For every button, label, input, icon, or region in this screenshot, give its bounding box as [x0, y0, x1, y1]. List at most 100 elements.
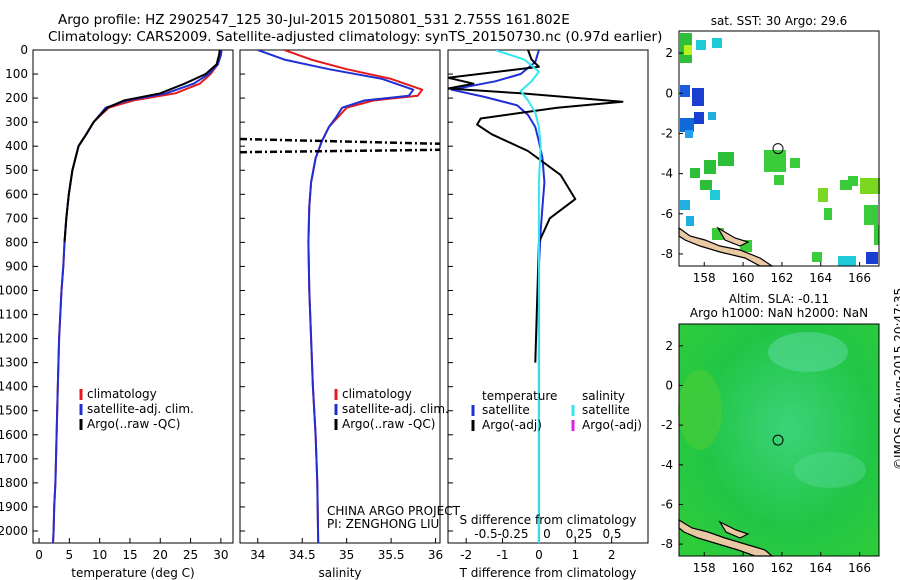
- sst-ytick-label: -6: [661, 207, 673, 221]
- sst-pixel: [864, 205, 878, 225]
- sla-anomaly: [794, 452, 866, 488]
- depth-tick-label: 400: [5, 139, 28, 153]
- salinity-xtick-label: 34: [250, 548, 265, 562]
- difference-xtick-label: 1: [571, 548, 579, 562]
- salinity-xtick-label: 35: [339, 548, 354, 562]
- temperature-xtick-label: 30: [213, 548, 228, 562]
- sst-xtick-label: 160: [732, 271, 755, 285]
- depth-tick-label: 900: [5, 259, 28, 273]
- sst-pixel: [684, 45, 692, 55]
- difference-legend-label: satellite: [482, 403, 530, 417]
- temperature-xtick-label: 20: [153, 548, 168, 562]
- sla-xtick-label: 158: [693, 561, 716, 575]
- temperature-xtick-label: 10: [92, 548, 107, 562]
- temperature-xlabel: temperature (deg C): [71, 566, 194, 580]
- sla-anomaly: [678, 370, 722, 450]
- sla-map-title: Altim. SLA: -0.11: [729, 292, 829, 306]
- sla-ytick-label: -4: [661, 458, 673, 472]
- depth-tick-label: 100: [5, 67, 28, 81]
- sst-map: sat. SST: 30 Argo: 29.6 158 160 162 164 166 2 0…: [661, 14, 880, 285]
- sla-ytick-label: -2: [661, 418, 673, 432]
- depth-tick-label: 500: [5, 163, 28, 177]
- sst-ytick-label: -2: [661, 126, 673, 140]
- sst-pixel: [848, 176, 858, 186]
- sst-pixel: [692, 88, 704, 106]
- sst-ytick-label: 0: [665, 86, 673, 100]
- difference-legend-label: satellite: [582, 403, 630, 417]
- salinity-diff-tick-label: -0.25: [497, 527, 528, 541]
- salinity-diff-tick-label: 0: [543, 527, 551, 541]
- temperature-series-argo---raw--qc-: [63, 50, 221, 243]
- temperature-series-climatology: [52, 50, 223, 543]
- depth-tick-label: 200: [5, 91, 28, 105]
- salinity-diff-axis-label: S difference from climatology: [460, 513, 637, 527]
- sst-pixel: [860, 178, 880, 194]
- temperature-xtick-label: 25: [183, 548, 198, 562]
- sst-xtick-label: 164: [809, 271, 832, 285]
- sst-pixel: [680, 118, 694, 132]
- sla-ytick-label: 2: [665, 339, 673, 353]
- panel-salinity: 34 34.5 35 35.5 36 salinity climatologysatelli…: [239, 49, 461, 580]
- salinity-xtick-label: 35.5: [378, 548, 405, 562]
- depth-tick-label: 1600: [0, 428, 28, 442]
- sst-pixel: [712, 38, 722, 48]
- salinity-legend-label: climatology: [342, 387, 412, 401]
- depth-tick-label: 1700: [0, 452, 28, 466]
- sst-pixel: [694, 112, 704, 124]
- depth-tick-label: 1300: [0, 356, 28, 370]
- salinity-series-satellite-adj--clim-: [257, 50, 415, 543]
- salinity-diff-tick-label: 0.5: [602, 527, 621, 541]
- difference-legend-label: Argo(-adj): [482, 418, 542, 432]
- sst-pixel: [686, 216, 694, 226]
- sla-xtick-label: 162: [770, 561, 793, 575]
- temperature-xtick-label: 5: [66, 548, 74, 562]
- depth-tick-label: 700: [5, 211, 28, 225]
- sla-xtick-label: 166: [848, 561, 871, 575]
- sst-pixel: [696, 40, 706, 50]
- depth-tick-label: 1500: [0, 404, 28, 418]
- difference-series-argo--adj-: [448, 50, 624, 363]
- sst-xtick-label: 166: [848, 271, 871, 285]
- sst-pixel: [685, 130, 693, 138]
- salinity-xlabel: salinity: [318, 566, 361, 580]
- sst-pixel: [710, 190, 720, 200]
- sst-pixel: [812, 252, 822, 262]
- sst-pixel: [818, 188, 828, 202]
- sst-pixel: [840, 180, 852, 190]
- sla-ytick-label: -8: [661, 537, 673, 551]
- temperature-legend-label: satellite-adj. clim.: [87, 402, 194, 416]
- difference-series-satellite: [450, 50, 546, 543]
- sst-pixel: [790, 158, 800, 168]
- coastline-sla: [718, 520, 750, 539]
- difference-legend-label: salinity: [582, 389, 625, 403]
- sla-map-subtitle: Argo h1000: NaN h2000: NaN: [690, 306, 868, 320]
- difference-frame: [447, 49, 649, 544]
- sst-ytick-label: 2: [665, 46, 673, 60]
- temperature-legend-label: Argo(..raw -QC): [87, 417, 180, 431]
- salinity-series-climatology: [284, 50, 424, 543]
- temperature-xtick-label: 15: [122, 548, 137, 562]
- panel-temperature: 0 5 10 15 20 25 300100200300400500600700800900…: [0, 43, 234, 580]
- salinity-annotation: PI: ZENGHONG LIU: [327, 517, 439, 531]
- difference-xlabel: T difference from climatology: [459, 566, 637, 580]
- sst-pixel: [708, 112, 716, 120]
- difference-xtick-label: 2: [608, 548, 616, 562]
- sst-pixel: [690, 168, 700, 178]
- depth-tick-label: 1000: [0, 283, 28, 297]
- sst-xtick-label: 158: [693, 271, 716, 285]
- depth-tick-label: 1400: [0, 380, 28, 394]
- sla-anomaly: [768, 332, 848, 372]
- sst-map-frame: [678, 30, 880, 267]
- salinity-xtick-label: 34.5: [289, 548, 316, 562]
- sst-pixel: [700, 180, 712, 190]
- sst-pixel: [824, 208, 832, 220]
- salinity-frame: [239, 49, 441, 544]
- coastline-sst: [716, 226, 750, 247]
- difference-legend-label: temperature: [482, 389, 557, 403]
- salinity-series-argo---raw--qc-: [240, 137, 440, 154]
- temperature-frame: [32, 49, 234, 544]
- temperature-xtick-label: 0: [35, 548, 43, 562]
- temperature-series-satellite-adj--clim-: [52, 50, 223, 543]
